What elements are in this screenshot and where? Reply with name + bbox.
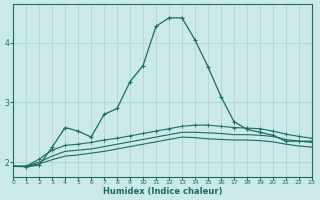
X-axis label: Humidex (Indice chaleur): Humidex (Indice chaleur) (103, 187, 222, 196)
